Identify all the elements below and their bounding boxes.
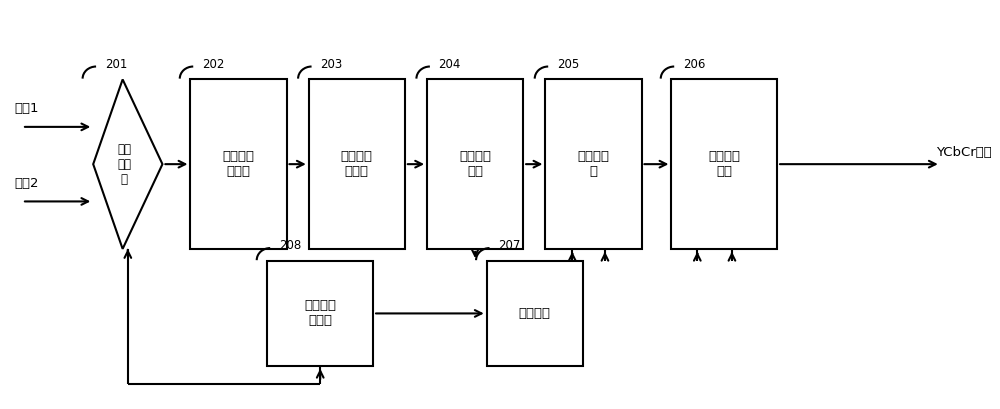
- Text: 202: 202: [202, 58, 224, 71]
- Bar: [545, 79, 642, 249]
- Text: 208: 208: [279, 239, 301, 252]
- Polygon shape: [93, 79, 162, 249]
- Text: 模拟数字
转换器: 模拟数字 转换器: [341, 150, 373, 178]
- Text: 203: 203: [320, 58, 342, 71]
- Bar: [267, 261, 373, 366]
- Bar: [309, 79, 405, 249]
- Text: 自动增益
控制器: 自动增益 控制器: [222, 150, 254, 178]
- Bar: [671, 79, 777, 249]
- Text: 重采样处
理器: 重采样处 理器: [459, 150, 491, 178]
- Text: 206: 206: [683, 58, 705, 71]
- Text: 201: 201: [105, 58, 127, 71]
- Text: 207: 207: [498, 239, 521, 252]
- Text: 通道2: 通道2: [14, 177, 39, 190]
- Text: YCbCr输出: YCbCr输出: [936, 146, 992, 159]
- Bar: [190, 79, 287, 249]
- Text: 亮色分离
模块: 亮色分离 模块: [708, 150, 740, 178]
- Text: 同步模块: 同步模块: [519, 307, 551, 320]
- Bar: [487, 261, 583, 366]
- Text: 数字钳位
器: 数字钳位 器: [577, 150, 609, 178]
- Bar: [427, 79, 523, 249]
- Text: 通道1: 通道1: [14, 102, 39, 115]
- Text: 204: 204: [439, 58, 461, 71]
- Text: 信号
选择
器: 信号 选择 器: [117, 143, 131, 186]
- Text: 信号切换
控制器: 信号切换 控制器: [304, 299, 336, 328]
- Text: 205: 205: [557, 58, 579, 71]
